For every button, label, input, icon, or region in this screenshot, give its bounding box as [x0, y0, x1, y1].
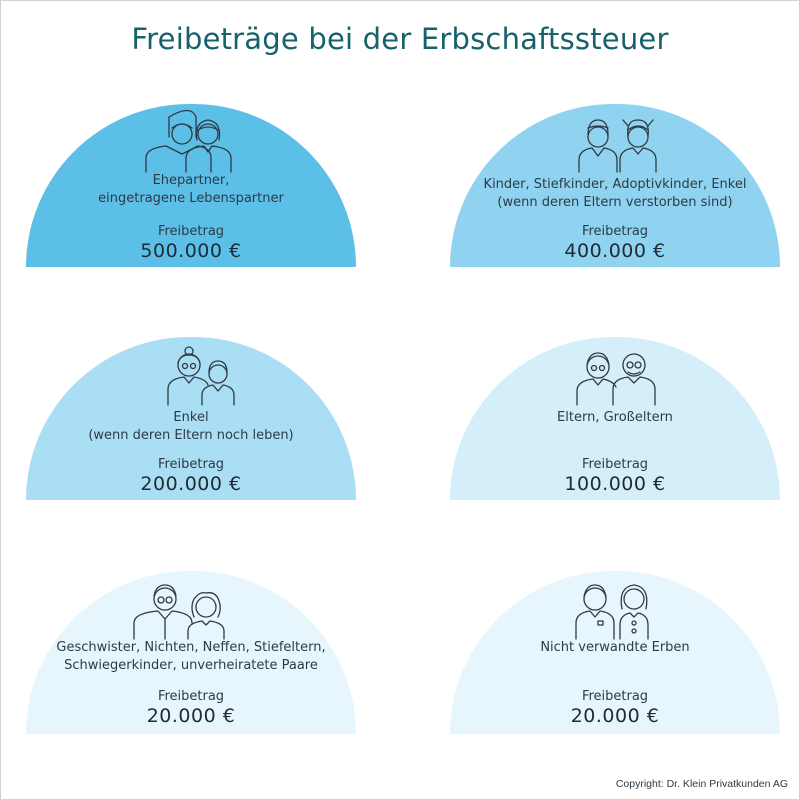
- group-line: Enkel: [173, 410, 209, 425]
- allowance-card-parents: Eltern, Großeltern Freibetrag 100.000 €: [450, 337, 780, 500]
- allowance-label: Freibetrag: [157, 457, 225, 472]
- grandchild-icon: [201, 360, 235, 406]
- allowance-label: Freibetrag: [581, 689, 649, 704]
- allowance-card-siblings: Geschwister, Nichten, Neffen, Stiefelter…: [26, 571, 356, 734]
- people-illustration: [578, 119, 657, 173]
- group-line: (wenn deren Eltern verstorben sind): [497, 195, 733, 210]
- allowance-amount: 20.000 €: [146, 705, 236, 727]
- grandmother-icon: [576, 352, 617, 406]
- beneficiary-group: Eltern, Großeltern: [450, 409, 780, 427]
- man-icon: [145, 110, 212, 173]
- copyright-notice: Copyright: Dr. Klein Privatkunden AG: [615, 778, 788, 790]
- people-illustration: [575, 584, 649, 640]
- grandfather-icon: [612, 353, 656, 406]
- allowance-amount: 100.000 €: [564, 473, 666, 495]
- man-icon: [575, 584, 615, 640]
- allowance-label: Freibetrag: [157, 689, 225, 704]
- allowance-card-spouses: Ehepartner, eingetragene Lebenspartner F…: [26, 104, 356, 267]
- people-illustration: [145, 110, 232, 173]
- people-illustration: [133, 584, 225, 640]
- allowance-card-unrelated: Nicht verwandte Erben Freibetrag 20.000 …: [450, 571, 780, 734]
- group-line: eingetragene Lebenspartner: [98, 191, 284, 206]
- people-illustration: [576, 352, 656, 406]
- group-line: Eltern, Großeltern: [557, 410, 673, 425]
- woman-icon: [185, 119, 232, 173]
- allowance-amount: 20.000 €: [570, 705, 660, 727]
- allowance-amount: 400.000 €: [564, 240, 666, 262]
- people-illustration: [167, 346, 235, 406]
- allowance-label: Freibetrag: [581, 224, 649, 239]
- group-line: Nicht verwandte Erben: [540, 640, 690, 655]
- page-title: Freibeträge bei der Erbschaftssteuer: [131, 22, 669, 56]
- allowance-label: Freibetrag: [157, 224, 225, 239]
- beneficiary-group: Nicht verwandte Erben: [450, 639, 780, 657]
- woman-icon: [619, 584, 649, 640]
- beneficiary-group: Enkel (wenn deren Eltern noch leben): [26, 409, 356, 445]
- allowance-amount: 500.000 €: [140, 240, 242, 262]
- group-line: Ehepartner,: [152, 173, 230, 188]
- grandmother-icon: [167, 346, 209, 406]
- boy-icon: [578, 119, 618, 173]
- allowance-amount: 200.000 €: [140, 473, 242, 495]
- allowance-card-grandchildren: Enkel (wenn deren Eltern noch leben) Fre…: [26, 337, 356, 500]
- group-line: Schwiegerkinder, unverheiratete Paare: [64, 658, 318, 673]
- group-line: Kinder, Stiefkinder, Adoptivkinder, Enke…: [483, 177, 747, 192]
- group-line: (wenn deren Eltern noch leben): [88, 428, 294, 443]
- beneficiary-group: Kinder, Stiefkinder, Adoptivkinder, Enke…: [450, 176, 780, 212]
- allowance-card-children: Kinder, Stiefkinder, Adoptivkinder, Enke…: [450, 104, 780, 267]
- man-with-glasses-icon: [133, 584, 193, 640]
- woman-with-curly-hair-icon: [187, 591, 225, 640]
- beneficiary-group: Geschwister, Nichten, Neffen, Stiefelter…: [26, 639, 356, 675]
- group-line: Geschwister, Nichten, Neffen, Stiefelter…: [56, 640, 326, 655]
- beneficiary-group: Ehepartner, eingetragene Lebenspartner: [26, 172, 356, 208]
- allowance-label: Freibetrag: [581, 457, 649, 472]
- girl-icon: [619, 119, 657, 173]
